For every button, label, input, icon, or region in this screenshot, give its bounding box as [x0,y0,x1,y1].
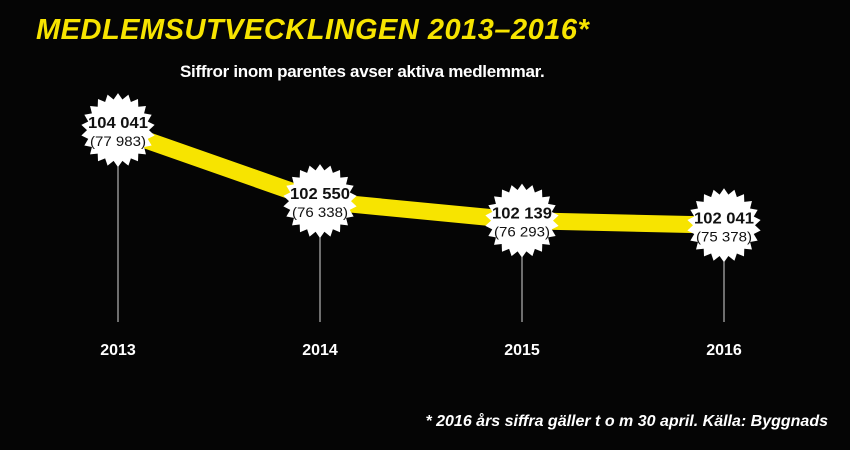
footnote-source: * 2016 års siffra gäller t o m 30 april.… [425,413,828,430]
data-point-2015: 102 139(76 293) [485,183,559,258]
saw-blade-badge [485,183,559,258]
x-tick-2015: 2015 [504,342,540,359]
data-point-2014: 102 550(76 338) [283,164,357,239]
active-members-label: (76 338) [292,204,348,220]
data-point-2016: 102 041(75 378) [687,188,761,263]
data-point-badges: 104 041(77 983)102 550(76 338) 102 139(76… [81,93,761,263]
saw-blade-badge [687,188,761,263]
total-members-label: 102 041 [694,210,754,227]
total-members-label: 102 139 [492,206,552,223]
data-point-2013: 104 041(77 983) [81,93,155,168]
active-members-label: (76 293) [494,224,550,240]
membership-trend-line [109,121,733,234]
chart-title: MEDLEMSUTVECKLINGEN 2013–2016* [36,14,590,46]
x-tick-2013: 2013 [100,342,136,359]
x-axis-tick-labels: 2013 2014 2015 2016 [100,342,742,359]
total-members-label: 104 041 [88,115,148,132]
x-tick-2014: 2014 [302,342,338,359]
x-tick-2016: 2016 [706,342,742,359]
chart-subtitle: Siffror inom parentes avser aktiva medle… [180,62,545,81]
active-members-label: (77 983) [90,133,146,149]
total-members-label: 102 550 [290,186,350,203]
saw-blade-badge [283,164,357,239]
saw-blade-badge [81,93,155,168]
active-members-label: (75 378) [696,228,752,244]
